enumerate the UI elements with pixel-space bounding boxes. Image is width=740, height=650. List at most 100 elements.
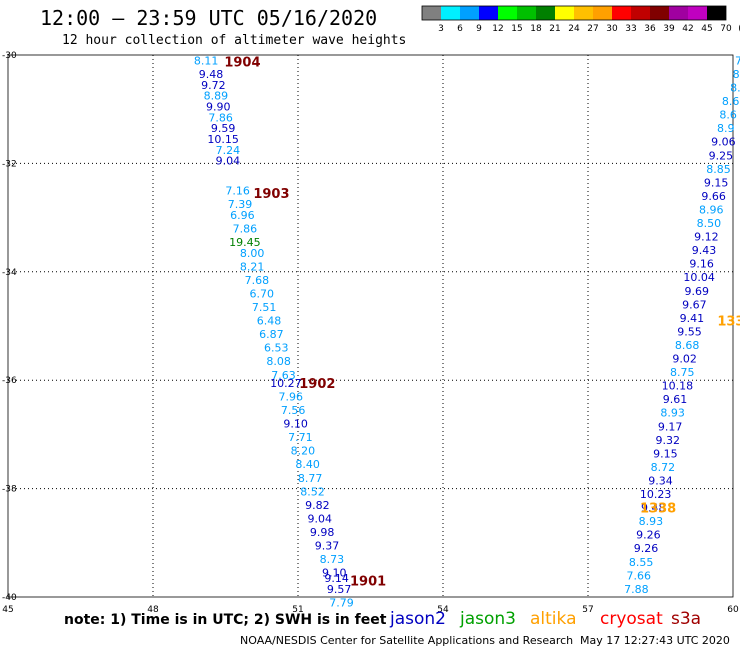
swh-observation: 9.66	[701, 190, 726, 203]
colorbar-label: 18	[530, 24, 542, 34]
lat-tick-label: -40	[2, 593, 17, 603]
swh-observation: 8.52	[300, 485, 325, 498]
swh-observation: 8.	[733, 68, 740, 81]
swh-observation: 6.48	[257, 315, 282, 328]
swh-observation: 8.21	[240, 260, 265, 273]
swh-observation: 9.15	[653, 447, 678, 460]
swh-observation: 9.69	[685, 285, 710, 298]
swh-observation: 9.04	[308, 512, 333, 525]
colorbar-swatch	[555, 6, 574, 20]
lat-tick-label: -30	[2, 51, 17, 61]
colorbar-swatch	[422, 6, 441, 20]
swh-observation: 8.55	[629, 556, 654, 569]
colorbar-label: 33	[625, 24, 636, 34]
buoy-id-label[interactable]: 1338	[640, 502, 676, 517]
swh-observation: 9.10	[322, 567, 347, 580]
colorbar-swatch	[612, 6, 631, 20]
swh-observation: 8.40	[295, 458, 320, 471]
swh-observation: 9.82	[305, 499, 330, 512]
swh-observation: 9.10	[283, 418, 308, 431]
swh-observation: 8.	[730, 82, 740, 95]
swh-observation: 10.27	[270, 377, 302, 390]
swh-observation: 9.48	[641, 502, 666, 515]
swh-observation: 9.72	[201, 79, 226, 92]
colorbar-label: 39	[663, 24, 675, 34]
footer-timestamp: May 17 12:27:43 UTC 2020	[580, 634, 730, 647]
swh-observation: 6.96	[230, 209, 255, 222]
swh-observation: 9.57	[327, 583, 352, 596]
lat-tick-label: -32	[2, 159, 17, 169]
lon-tick-label: 57	[582, 605, 593, 615]
buoy-id-label[interactable]: 1901	[350, 575, 386, 590]
colorbar-border	[421, 5, 727, 21]
swh-observation: 8.93	[639, 515, 664, 528]
lat-tick-label: -34	[2, 268, 17, 278]
swh-observation: 8.6	[722, 95, 740, 108]
colorbar-label: (ft)	[738, 24, 740, 34]
buoy-id-label[interactable]: 1904	[224, 56, 260, 71]
map-border	[7, 54, 734, 598]
colorbar-label: 6	[457, 24, 463, 34]
colorbar-swatch	[517, 6, 536, 20]
swh-observation: 9.34	[648, 474, 673, 487]
lon-tick-label: 51	[292, 605, 303, 615]
swh-observation: 9.48	[199, 68, 224, 81]
swh-observation: 9.41	[680, 312, 705, 325]
colorbar-swatch	[669, 6, 688, 20]
satellite-legend-jason3: jason3	[460, 609, 516, 629]
colorbar-label: 12	[492, 24, 503, 34]
satellite-legend-cryosat: cryosat	[600, 609, 663, 629]
swh-observation: 9.16	[689, 258, 714, 271]
swh-observation: 9.67	[682, 298, 707, 311]
swh-observation: 7.88	[624, 583, 649, 596]
swh-observation: 8.20	[291, 445, 316, 458]
buoy-id-label[interactable]: 1903	[253, 187, 289, 202]
colorbar-swatch	[536, 6, 555, 20]
colorbar-label: 36	[644, 24, 656, 34]
colorbar-label: 3	[438, 24, 444, 34]
swh-observation: 6.53	[264, 342, 289, 355]
lon-tick-label: 45	[2, 605, 13, 615]
swh-observation: 7.24	[216, 144, 241, 157]
swh-observation: 7.86	[208, 111, 233, 124]
colorbar-swatch	[650, 6, 669, 20]
swh-observation: 7.86	[233, 222, 258, 235]
swh-observation: 9.26	[636, 529, 661, 542]
swh-observation: 8.73	[320, 553, 345, 566]
colorbar-label: 27	[587, 24, 598, 34]
swh-observation: 9.14	[324, 572, 349, 585]
swh-observation: 9.25	[709, 149, 734, 162]
swh-observation: 8.77	[298, 472, 323, 485]
colorbar-swatch	[441, 6, 460, 20]
satellite-legend-jason2: jason2	[390, 609, 446, 629]
colorbar-label: 42	[682, 24, 693, 34]
swh-observation: 9.26	[634, 542, 659, 555]
altimeter-observations: 8.119.489.728.899.907.869.5910.157.249.0…	[194, 54, 740, 609]
swh-observation: 8.93	[660, 407, 685, 420]
satellite-legend-s3a: s3a	[671, 609, 702, 629]
swh-observation: 7.68	[245, 274, 270, 287]
swh-observation: 9.15	[704, 176, 729, 189]
swh-observation: 7.96	[279, 390, 304, 403]
colorbar-label: 45	[701, 24, 712, 34]
swh-observation: 6.87	[259, 328, 284, 341]
swh-observation: 9.37	[315, 540, 340, 553]
satellite-legend-altika: altika	[530, 609, 577, 629]
swh-observation: 7.66	[627, 569, 652, 582]
swh-observation: 7.56	[281, 404, 306, 417]
buoy-id-label[interactable]: 1337	[717, 315, 740, 330]
swh-observation: 9.59	[211, 122, 236, 135]
swh-observation: 8.50	[697, 217, 722, 230]
colorbar-label: 70	[720, 24, 732, 34]
swh-observation: 8.72	[651, 461, 676, 474]
buoy-id-label[interactable]: 1902	[299, 377, 335, 392]
colorbar-swatch	[631, 6, 650, 20]
swh-observation: 7.39	[228, 198, 253, 211]
swh-observation: 8.85	[706, 163, 731, 176]
swh-observation: 10.04	[683, 271, 715, 284]
swh-observation: 7.63	[271, 369, 296, 382]
swh-observation: 8.89	[204, 90, 229, 103]
colorbar-label: 9	[476, 24, 482, 34]
